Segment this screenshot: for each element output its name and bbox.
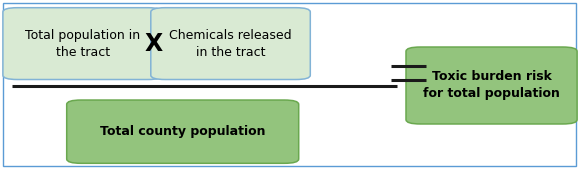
FancyBboxPatch shape bbox=[67, 100, 299, 163]
FancyBboxPatch shape bbox=[3, 3, 576, 166]
Text: Total county population: Total county population bbox=[100, 125, 266, 138]
FancyBboxPatch shape bbox=[3, 8, 162, 80]
FancyBboxPatch shape bbox=[406, 47, 577, 124]
Text: Toxic burden risk
for total population: Toxic burden risk for total population bbox=[423, 70, 560, 101]
Text: X: X bbox=[144, 32, 163, 56]
Text: Total population in
the tract: Total population in the tract bbox=[25, 29, 140, 59]
Text: Chemicals released
in the tract: Chemicals released in the tract bbox=[169, 29, 292, 59]
FancyBboxPatch shape bbox=[151, 8, 310, 80]
